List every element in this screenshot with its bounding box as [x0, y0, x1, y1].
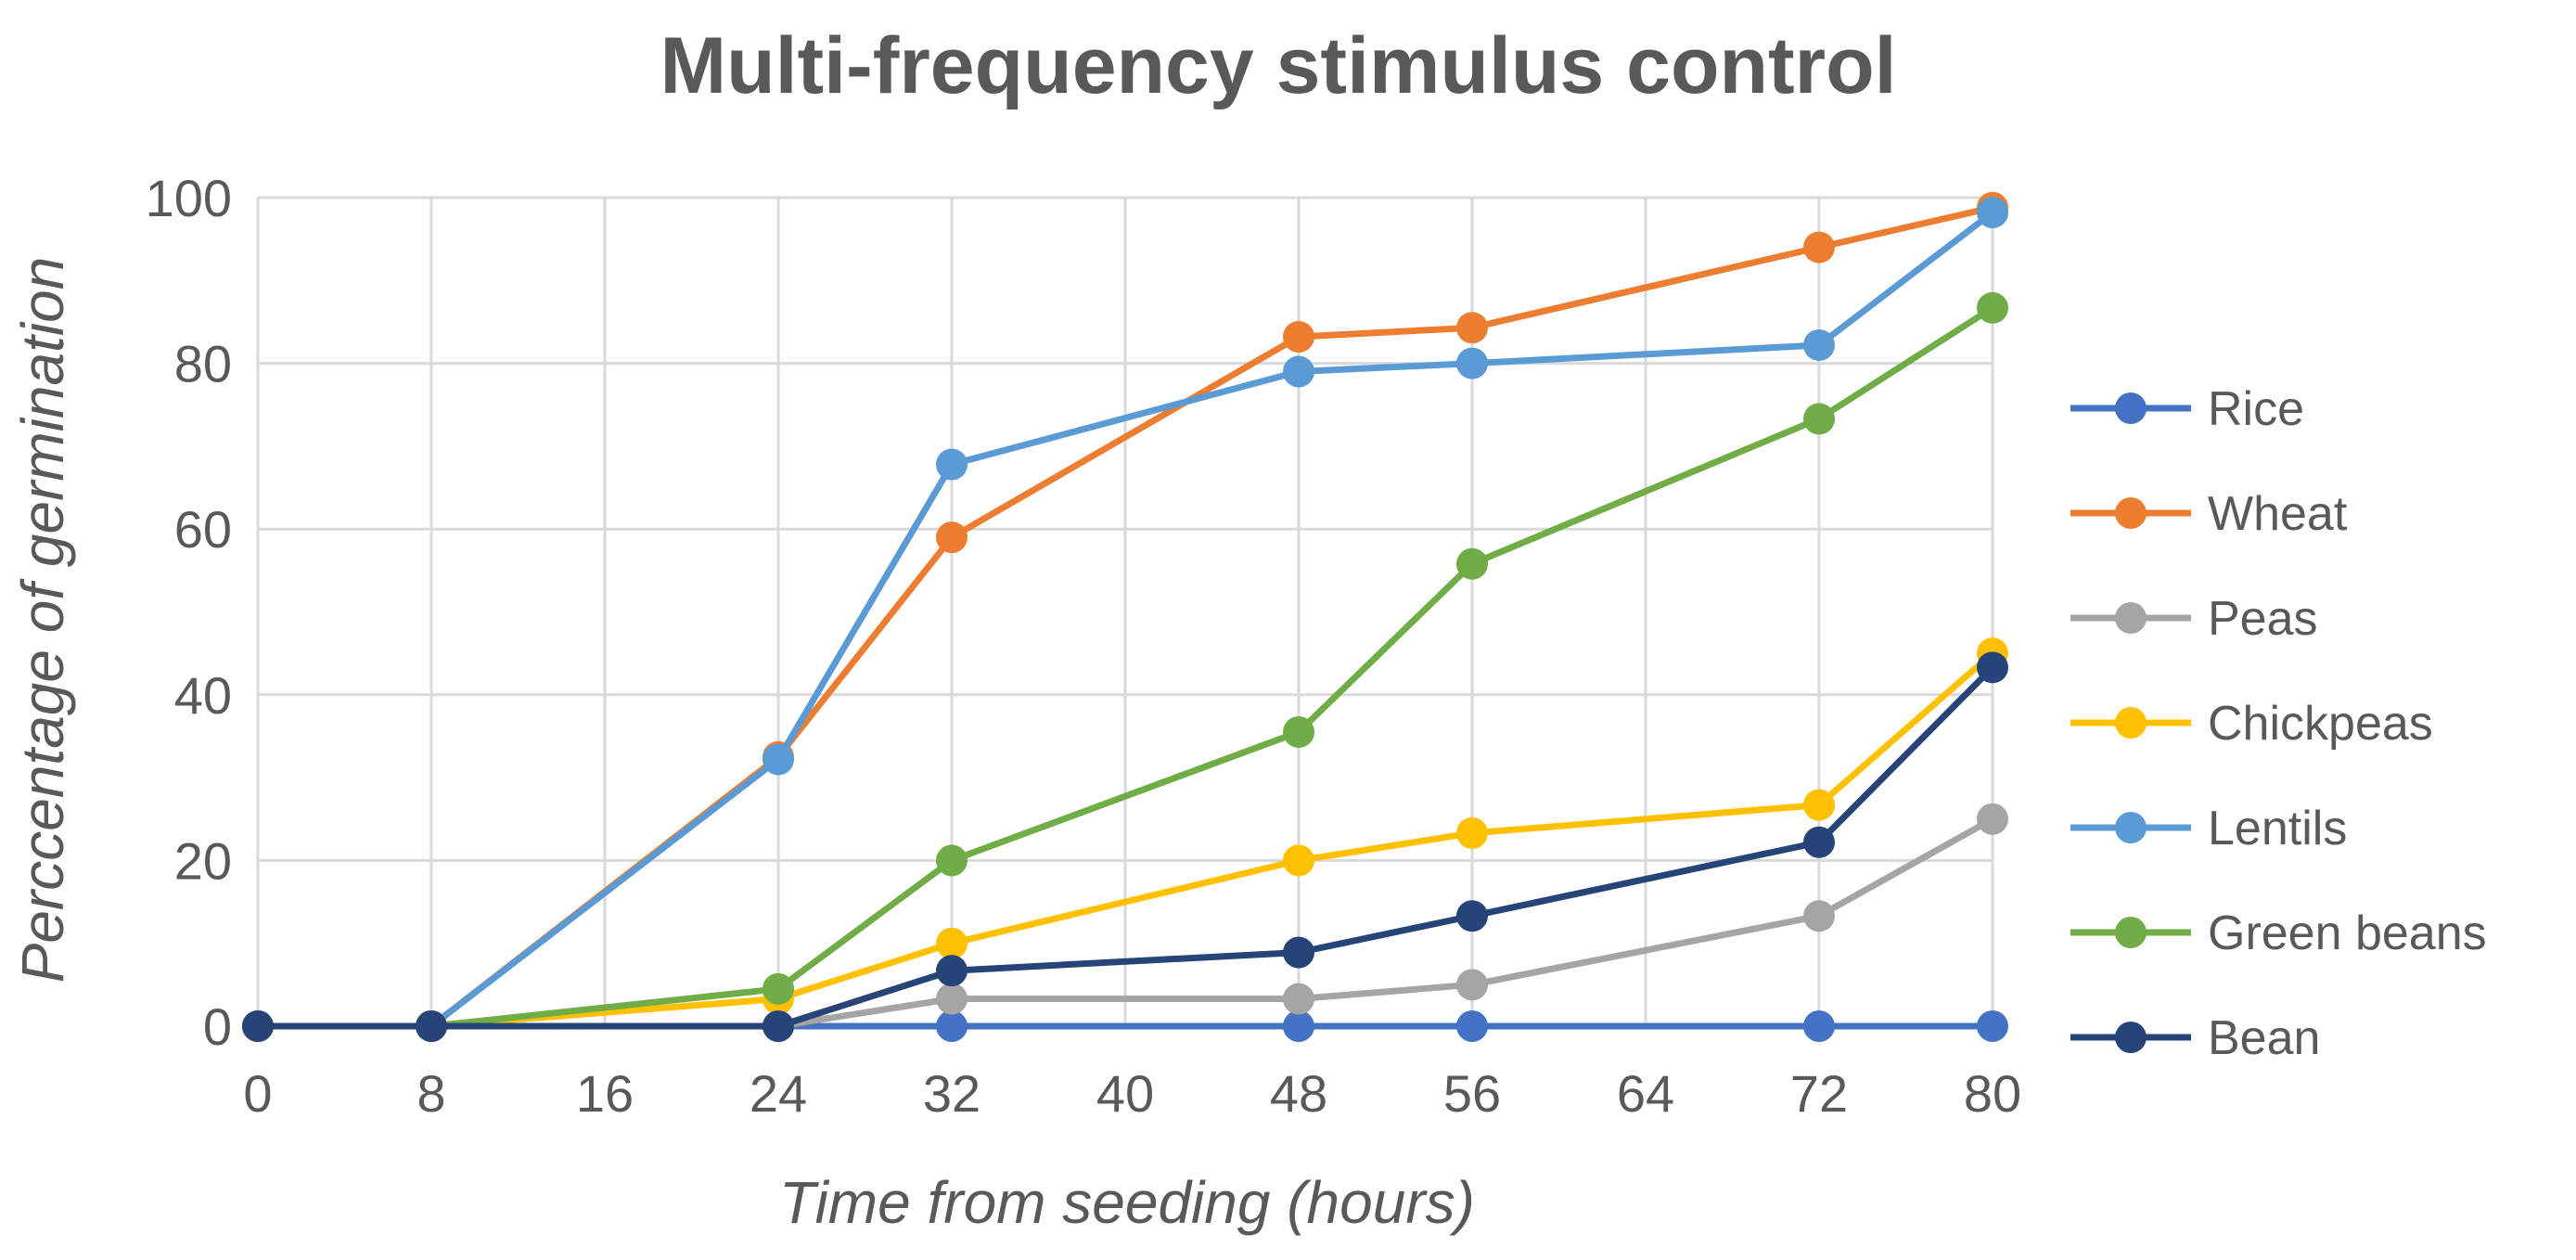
series-bean	[242, 651, 2008, 1042]
data-point-bean	[763, 1010, 794, 1042]
series-line-lentils	[254, 209, 1996, 1030]
x-tick-label: 64	[1617, 1064, 1674, 1123]
x-tick-label: 32	[923, 1064, 980, 1123]
legend-swatch-marker	[2115, 602, 2147, 634]
y-tick-label: 100	[146, 169, 232, 227]
grid	[256, 196, 1994, 1028]
legend: Rice Wheat Peas Chickpeas Lentils Green beans…	[2070, 382, 2487, 1065]
legend-item-green-beans: Green beans	[2070, 906, 2487, 960]
data-point-chickpeas	[1803, 789, 1835, 821]
data-point-chickpeas	[1456, 816, 1488, 849]
x-tick-label: 8	[417, 1064, 445, 1123]
x-tick-label: 56	[1443, 1064, 1501, 1123]
data-point-peas	[1803, 900, 1835, 932]
data-point-rice	[1456, 1010, 1488, 1042]
data-point-wheat	[1803, 231, 1835, 264]
data-point-green-beans	[1283, 715, 1314, 748]
data-point-peas	[1456, 969, 1488, 1001]
data-point-lentils	[1803, 328, 1835, 361]
data-point-rice	[1803, 1010, 1835, 1042]
legend-label: Chickpeas	[2208, 697, 2433, 751]
data-point-bean	[936, 955, 968, 987]
data-point-lentils	[763, 743, 794, 776]
data-point-lentils	[1456, 347, 1488, 379]
data-point-bean	[1456, 900, 1488, 932]
series-line-bean	[254, 663, 1996, 1030]
legend-item-chickpeas: Chickpeas	[2070, 697, 2433, 751]
x-tick-label: 40	[1096, 1064, 1154, 1123]
legend-item-rice: Rice	[2070, 382, 2304, 436]
chart-title: Multi-frequency stimulus control	[660, 21, 1896, 110]
data-point-green-beans	[1977, 291, 2008, 324]
legend-item-wheat: Wheat	[2070, 487, 2348, 541]
y-tick-label: 20	[174, 831, 232, 890]
x-tick-label: 24	[750, 1064, 807, 1123]
legend-swatch-marker	[2115, 917, 2147, 948]
y-axis-ticks: 0 20 40 60 80 100	[146, 169, 232, 1056]
data-point-chickpeas	[1283, 844, 1314, 877]
data-point-rice	[1977, 1010, 2008, 1042]
legend-swatch-marker	[2115, 392, 2147, 424]
y-tick-label: 40	[174, 666, 232, 725]
series-group	[242, 191, 2008, 1042]
legend-swatch-marker	[2115, 707, 2147, 739]
data-point-wheat	[1456, 312, 1488, 344]
x-tick-label: 0	[243, 1064, 272, 1123]
legend-swatch-marker	[2115, 812, 2147, 843]
y-tick-label: 80	[174, 335, 232, 393]
data-point-green-beans	[763, 972, 794, 1005]
x-tick-label: 48	[1270, 1064, 1327, 1123]
data-point-peas	[936, 983, 968, 1015]
legend-label: Bean	[2208, 1011, 2320, 1065]
legend-label: Lentils	[2208, 802, 2347, 855]
x-tick-label: 72	[1790, 1064, 1848, 1123]
data-point-bean	[1283, 936, 1314, 969]
x-tick-label: 80	[1964, 1064, 2021, 1123]
legend-label: Green beans	[2208, 906, 2487, 960]
data-point-green-beans	[936, 844, 968, 877]
legend-swatch-marker	[2115, 497, 2147, 529]
legend-label: Rice	[2208, 382, 2304, 436]
data-point-peas	[1977, 803, 2008, 835]
data-point-wheat	[936, 521, 968, 554]
data-point-green-beans	[1803, 403, 1835, 435]
x-axis-label: Time from seeding (hours)	[779, 1169, 1475, 1236]
y-tick-label: 0	[203, 997, 232, 1056]
y-tick-label: 60	[174, 500, 232, 559]
data-point-peas	[1283, 983, 1314, 1015]
data-point-bean	[1977, 651, 2008, 684]
data-point-lentils	[1283, 355, 1314, 388]
series-line-green-beans	[254, 304, 1996, 1030]
legend-item-peas: Peas	[2070, 592, 2318, 646]
data-point-bean	[416, 1010, 447, 1042]
data-point-chickpeas	[936, 927, 968, 959]
data-point-bean	[1803, 826, 1835, 858]
legend-item-bean: Bean	[2070, 1011, 2320, 1065]
legend-item-lentils: Lentils	[2070, 802, 2347, 855]
data-point-bean	[242, 1010, 274, 1042]
legend-label: Peas	[2208, 592, 2318, 646]
x-axis-ticks: 0 8 16 24 32 40 48 56 64 72 80	[243, 1064, 2021, 1123]
data-point-rice	[936, 1010, 968, 1042]
data-point-green-beans	[1456, 547, 1488, 580]
x-tick-label: 16	[576, 1064, 634, 1123]
data-point-lentils	[1977, 197, 2008, 229]
legend-label: Wheat	[2208, 487, 2348, 541]
data-point-wheat	[1283, 321, 1314, 354]
data-point-rice	[1283, 1010, 1314, 1042]
y-axis-label: Perccentage of germination	[9, 257, 76, 984]
data-point-lentils	[936, 448, 968, 481]
legend-swatch-marker	[2115, 1022, 2147, 1053]
